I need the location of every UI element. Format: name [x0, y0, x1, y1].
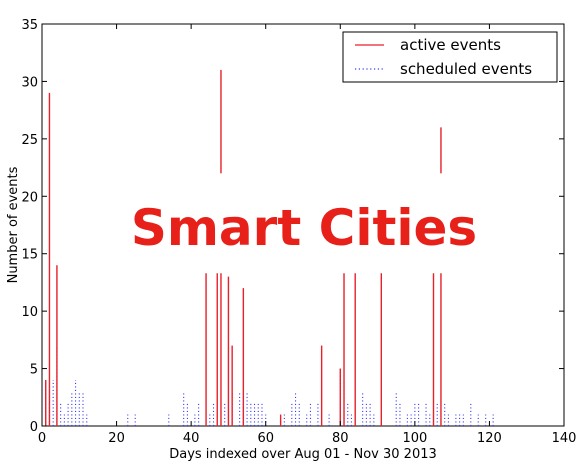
- x-tick-label: 40: [183, 431, 200, 446]
- x-axis-label: Days indexed over Aug 01 - Nov 30 2013: [169, 447, 437, 462]
- y-tick-label: 15: [21, 248, 38, 263]
- x-tick-label: 140: [552, 431, 577, 446]
- y-tick-label: 35: [21, 18, 38, 33]
- y-axis-label: Number of events: [6, 166, 21, 283]
- overlay-title: Smart Cities: [131, 199, 477, 257]
- y-tick-label: 5: [30, 363, 38, 378]
- legend-active-label: active events: [400, 36, 501, 54]
- y-tick-label: 10: [21, 305, 38, 320]
- legend-scheduled-label: scheduled events: [400, 60, 532, 78]
- x-tick-label: 0: [38, 431, 46, 446]
- y-tick-label: 30: [21, 75, 38, 90]
- x-tick-label: 60: [257, 431, 274, 446]
- x-tick-label: 100: [402, 431, 427, 446]
- x-tick-label: 120: [477, 431, 502, 446]
- y-tick-label: 25: [21, 133, 38, 148]
- x-tick-label: 80: [332, 431, 349, 446]
- x-tick-label: 20: [108, 431, 125, 446]
- y-tick-label: 20: [21, 190, 38, 205]
- legend: active events scheduled events: [343, 32, 557, 82]
- y-tick-label: 0: [30, 420, 38, 435]
